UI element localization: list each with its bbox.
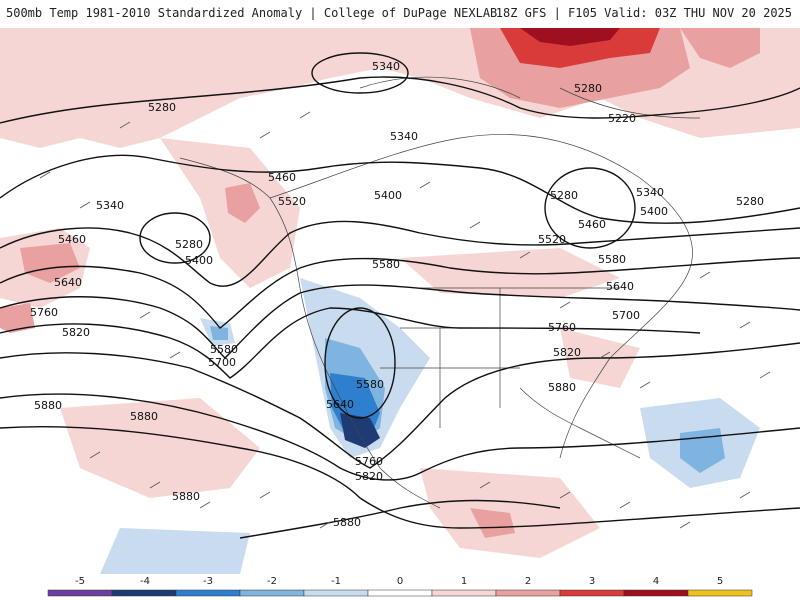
legend-tick-label: -1 bbox=[331, 576, 341, 587]
contour-label: 5580 bbox=[372, 258, 400, 271]
contour-label: 5880 bbox=[333, 516, 361, 529]
anomaly-shading bbox=[0, 28, 800, 574]
contour-label: 5520 bbox=[278, 195, 306, 208]
legend-tick-label: 3 bbox=[589, 576, 595, 587]
legend-color-swatch bbox=[367, 589, 433, 597]
contour-label: 5640 bbox=[54, 276, 82, 289]
height-contours bbox=[0, 52, 800, 539]
contour-label: 5460 bbox=[578, 218, 606, 231]
contour-label: 5400 bbox=[640, 205, 668, 218]
map-header: 500mb Temp 1981-2010 Standardized Anomal… bbox=[0, 0, 800, 29]
contour-label: 5820 bbox=[355, 470, 383, 483]
legend-color-swatch bbox=[47, 589, 113, 597]
contour-label: 5880 bbox=[548, 381, 576, 394]
contour-label: 5220 bbox=[608, 112, 636, 125]
contour-label: 5580 bbox=[598, 253, 626, 266]
contour-label: 5280 bbox=[574, 82, 602, 95]
wind-barbs bbox=[39, 111, 771, 529]
legend-color-swatch bbox=[111, 589, 177, 597]
contour-label: 5580 bbox=[356, 378, 384, 391]
legend-colorbar bbox=[47, 589, 753, 597]
contour-label: 5280 bbox=[550, 189, 578, 202]
contour-label: 5340 bbox=[372, 60, 400, 73]
contour-label: 5340 bbox=[636, 186, 664, 199]
contour-label: 5460 bbox=[58, 233, 86, 246]
contour-label: 5280 bbox=[175, 238, 203, 251]
legend-color-swatch bbox=[431, 589, 497, 597]
contour-label: 5820 bbox=[62, 326, 90, 339]
contour-label: 5460 bbox=[268, 171, 296, 184]
legend-tick-label: 2 bbox=[525, 576, 531, 587]
contour-label: 5880 bbox=[130, 410, 158, 423]
legend-tick-label: -4 bbox=[140, 576, 150, 587]
legend-color-swatch bbox=[239, 589, 305, 597]
model-valid-time: 18Z GFS | F105 Valid: 03Z THU NOV 20 202… bbox=[495, 6, 792, 20]
contour-labels: 5340 5280 5280 5220 5340 5460 5340 5520 … bbox=[30, 60, 764, 529]
legend-tick-label: 4 bbox=[653, 576, 659, 587]
contour-label: 5580 bbox=[210, 343, 238, 356]
legend-color-swatch bbox=[559, 589, 625, 597]
anomaly-legend: -5 -4 -3 -2 -1 0 1 2 3 4 5 bbox=[0, 574, 800, 600]
contour-label: 5760 bbox=[30, 306, 58, 319]
contour-label: 5400 bbox=[374, 189, 402, 202]
contour-label: 5880 bbox=[34, 399, 62, 412]
legend-labels: -5 -4 -3 -2 -1 0 1 2 3 4 5 bbox=[75, 576, 723, 587]
contour-label: 5280 bbox=[148, 101, 176, 114]
legend-tick-label: 5 bbox=[717, 576, 723, 587]
legend-color-swatch bbox=[175, 589, 241, 597]
map-title: 500mb Temp 1981-2010 Standardized Anomal… bbox=[6, 6, 498, 20]
legend-color-swatch bbox=[495, 589, 561, 597]
legend-color-swatch bbox=[303, 589, 369, 597]
contour-label: 5760 bbox=[355, 455, 383, 468]
contour-label: 5400 bbox=[185, 254, 213, 267]
contour-label: 5700 bbox=[208, 356, 236, 369]
contour-label: 5340 bbox=[96, 199, 124, 212]
legend-color-swatch bbox=[623, 589, 689, 597]
contour-label: 5820 bbox=[553, 346, 581, 359]
contour-label: 5760 bbox=[548, 321, 576, 334]
contour-label: 5340 bbox=[390, 130, 418, 143]
legend-tick-label: -5 bbox=[75, 576, 85, 587]
contour-label: 5280 bbox=[736, 195, 764, 208]
legend-tick-label: 1 bbox=[461, 576, 467, 587]
legend-tick-label: -3 bbox=[203, 576, 213, 587]
legend-color-swatch bbox=[687, 589, 753, 597]
legend-tick-label: 0 bbox=[397, 576, 403, 587]
contour-label: 5640 bbox=[606, 280, 634, 293]
contour-label: 5880 bbox=[172, 490, 200, 503]
anomaly-map: 5340 5280 5280 5220 5340 5460 5340 5520 … bbox=[0, 28, 800, 574]
contour-label: 5520 bbox=[538, 233, 566, 246]
contour-label: 5700 bbox=[612, 309, 640, 322]
contour-label: 5640 bbox=[326, 398, 354, 411]
legend-tick-label: -2 bbox=[267, 576, 277, 587]
